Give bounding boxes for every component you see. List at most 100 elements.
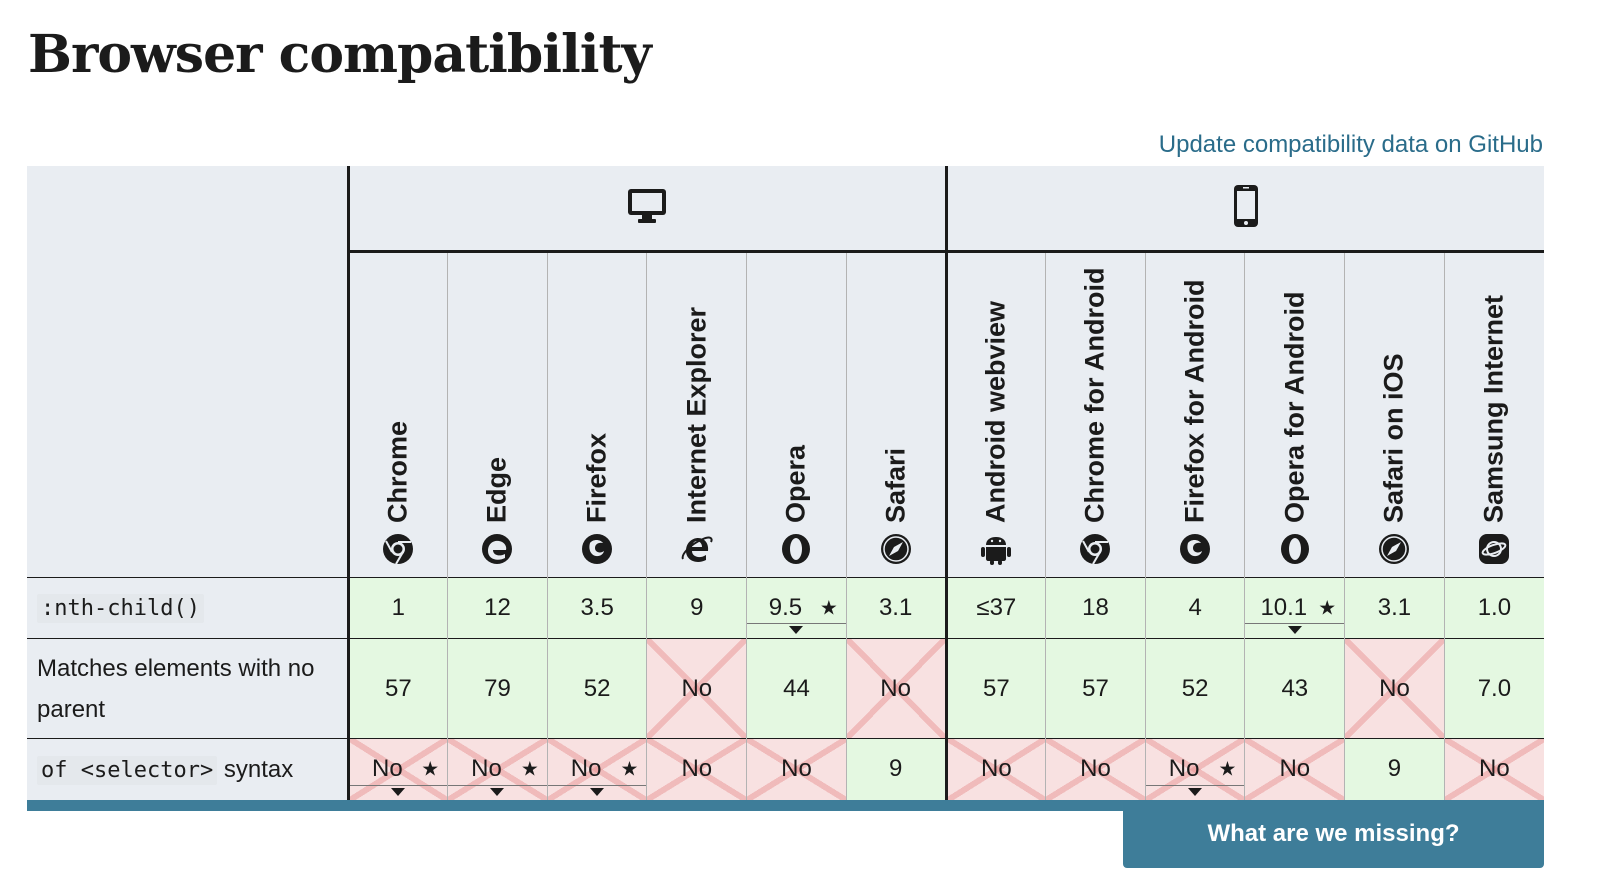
- note-star-icon: ★: [1318, 597, 1337, 620]
- support-cell[interactable]: 9.5 ★: [746, 577, 847, 639]
- support-value: 3.1: [1377, 594, 1412, 621]
- support-cell: 9: [846, 738, 948, 800]
- feature-code: of <selector>: [37, 755, 218, 785]
- feature-text: syntax: [217, 755, 294, 783]
- support-cell: 12: [447, 577, 548, 639]
- browser-name: Safari on iOS: [1378, 353, 1409, 523]
- browser-header: Chrome: [348, 251, 449, 578]
- browser-name: Chrome for Android: [1079, 267, 1110, 524]
- desktop-icon: [628, 188, 666, 223]
- support-cell[interactable]: 10.1 ★: [1244, 577, 1346, 639]
- browser-name: Firefox: [581, 432, 612, 523]
- support-cell[interactable]: No ★: [547, 738, 648, 800]
- github-update-link[interactable]: Update compatibility data on GitHub: [1158, 131, 1543, 158]
- support-value: No: [681, 755, 713, 783]
- browser-header-row: Chrome Edge Firefox Internet Explorer Opera S…: [27, 251, 1544, 578]
- support-cell: No: [646, 738, 748, 800]
- support-cell: 52: [1145, 638, 1246, 739]
- browser-name: Opera: [780, 444, 811, 523]
- support-value: 9.5: [768, 594, 803, 621]
- compat-table: Chrome Edge Firefox Internet Explorer Opera S…: [27, 166, 1544, 800]
- edge-icon: [482, 534, 513, 564]
- support-cell[interactable]: No ★: [348, 738, 449, 800]
- browser-header: Firefox for Android: [1145, 251, 1246, 578]
- support-cell: No: [1244, 738, 1346, 800]
- support-value: 12: [484, 594, 511, 621]
- support-value: 9: [888, 755, 903, 783]
- note-star-icon: ★: [1218, 758, 1237, 781]
- support-cell: 4: [1145, 577, 1246, 639]
- feature-code: :nth-child(): [37, 594, 204, 623]
- browser-header: Android webview: [946, 251, 1047, 578]
- chrome-icon: [383, 534, 414, 565]
- browser-header: Opera: [746, 251, 847, 578]
- support-value: 10.1: [1260, 594, 1308, 621]
- browser-header: Internet Explorer: [646, 251, 748, 578]
- support-value: 9: [690, 594, 704, 621]
- support-cell: 44: [746, 638, 847, 739]
- browser-name: Chrome: [382, 420, 413, 523]
- feature-name: Matches elements with no parent: [27, 638, 350, 739]
- expand-toggle-icon[interactable]: [1245, 623, 1345, 634]
- support-cell: 57: [946, 638, 1047, 739]
- support-value: 9: [1387, 755, 1402, 783]
- support-value: No: [1168, 755, 1200, 783]
- support-value: No: [471, 755, 502, 783]
- feature-row: :nth-child() 1 12 3.5 9 9.5 ★ 3.1 ≤37 18 4 10.1 ★ 3.1…: [27, 577, 1544, 639]
- support-cell: 9: [1344, 738, 1445, 800]
- expand-toggle-icon[interactable]: [448, 784, 547, 796]
- platform-mobile: [946, 166, 1544, 253]
- support-value: 79: [484, 674, 511, 702]
- page-title: Browser compatibility: [28, 24, 652, 85]
- browser-name: Firefox for Android: [1179, 279, 1210, 524]
- support-cell: 52: [547, 638, 648, 739]
- support-value: 52: [583, 674, 611, 702]
- support-cell: 1: [348, 577, 449, 639]
- platform-desktop: [348, 166, 948, 253]
- support-cell: 3.1: [846, 577, 948, 639]
- samsung-icon: [1479, 534, 1510, 564]
- feature-row: of <selector> syntax No ★ No ★ No ★ No No 9 No No No…: [27, 738, 1544, 800]
- support-value: 4: [1188, 594, 1202, 621]
- expand-toggle-icon[interactable]: [1145, 784, 1245, 796]
- feature-row: Matches elements with no parent 57 79 52 No 4…: [27, 638, 1544, 739]
- support-value: No: [1379, 674, 1410, 702]
- support-value: No: [681, 674, 713, 702]
- firefox-icon: [582, 534, 613, 564]
- support-value: 7.0: [1477, 674, 1512, 702]
- browser-header: Edge: [447, 251, 548, 578]
- support-value: 3.5: [580, 594, 614, 621]
- expand-toggle-icon[interactable]: [747, 623, 846, 634]
- support-cell: 3.5: [547, 577, 648, 639]
- support-value: 1.0: [1477, 594, 1512, 621]
- browser-name: Android webview: [980, 300, 1011, 523]
- support-value: 57: [1082, 674, 1109, 702]
- support-value: No: [980, 755, 1012, 783]
- what-are-we-missing-button[interactable]: What are we missing?: [1123, 811, 1544, 868]
- support-cell[interactable]: No ★: [1145, 738, 1246, 800]
- browser-name: Edge: [481, 456, 512, 523]
- expand-toggle-icon[interactable]: [547, 784, 647, 796]
- support-value: 52: [1181, 674, 1209, 702]
- support-cell: 79: [447, 638, 548, 739]
- chrome-icon: [1080, 534, 1111, 565]
- feature-name: of <selector> syntax: [27, 738, 350, 800]
- browser-header: Safari on iOS: [1344, 251, 1445, 578]
- support-cell: 7.0: [1444, 638, 1544, 739]
- support-value: No: [1479, 755, 1510, 783]
- ie-icon: [681, 536, 713, 562]
- support-value: 1: [391, 594, 405, 621]
- note-star-icon: ★: [620, 758, 639, 781]
- support-cell[interactable]: No ★: [447, 738, 548, 800]
- safari-icon: [880, 534, 911, 564]
- support-value: ≤37: [976, 594, 1017, 621]
- browser-name: Safari: [880, 447, 911, 523]
- expand-toggle-icon[interactable]: [349, 784, 448, 796]
- safari-icon: [1379, 534, 1410, 564]
- compat-table-wrapper: Chrome Edge Firefox Internet Explorer Opera S…: [27, 166, 1544, 800]
- support-cell: No: [1045, 738, 1146, 800]
- support-value: 3.1: [878, 594, 913, 621]
- feature-name: :nth-child(): [27, 577, 350, 639]
- support-value: No: [1080, 755, 1111, 783]
- opera-icon: [1280, 534, 1309, 564]
